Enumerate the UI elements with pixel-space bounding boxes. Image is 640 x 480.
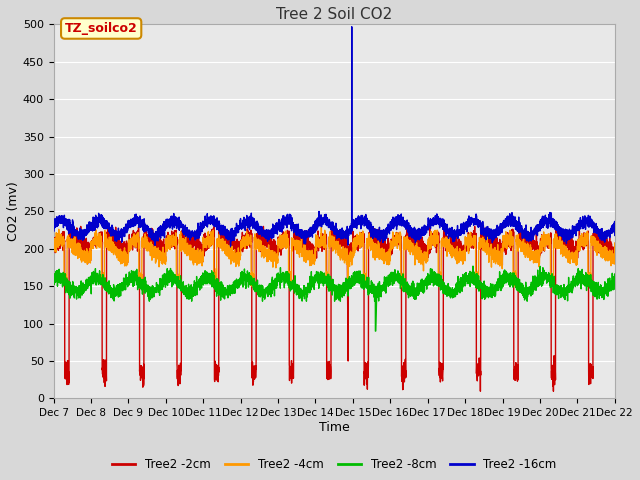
Text: TZ_soilco2: TZ_soilco2 bbox=[65, 22, 138, 35]
Y-axis label: CO2 (mv): CO2 (mv) bbox=[7, 181, 20, 241]
X-axis label: Time: Time bbox=[319, 421, 349, 434]
Legend: Tree2 -2cm, Tree2 -4cm, Tree2 -8cm, Tree2 -16cm: Tree2 -2cm, Tree2 -4cm, Tree2 -8cm, Tree… bbox=[107, 453, 561, 475]
Title: Tree 2 Soil CO2: Tree 2 Soil CO2 bbox=[276, 7, 392, 22]
